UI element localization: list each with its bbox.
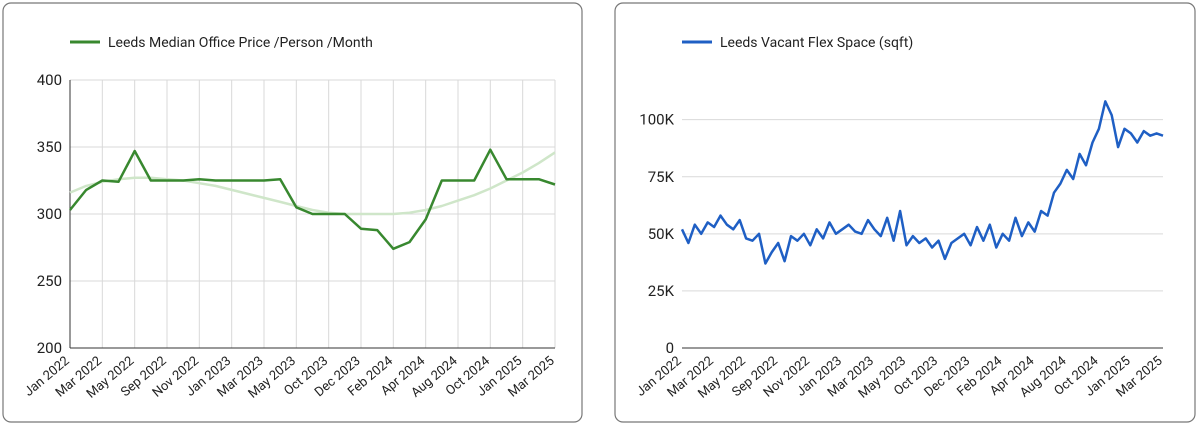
y-tick-label: 50K [648,225,675,243]
y-tick-label: 25K [648,282,675,300]
y-tick-label: 0 [666,339,674,357]
card [614,2,1196,423]
y-tick-label: 100K [639,111,674,129]
y-tick-label: 250 [37,272,62,290]
trendline [69,151,556,216]
legend-label: Leeds Vacant Flex Space (sqft) [720,35,913,51]
card [2,2,583,423]
y-tick-label: 350 [37,138,62,156]
y-tick-label: 200 [37,339,62,357]
legend-label: Leeds Median Office Price /Person /Month [108,35,373,51]
y-tick-label: 75K [648,168,675,186]
series-line [680,100,1164,265]
y-tick-label: 400 [37,71,62,89]
y-tick-label: 300 [37,205,62,223]
series-line [69,148,556,251]
